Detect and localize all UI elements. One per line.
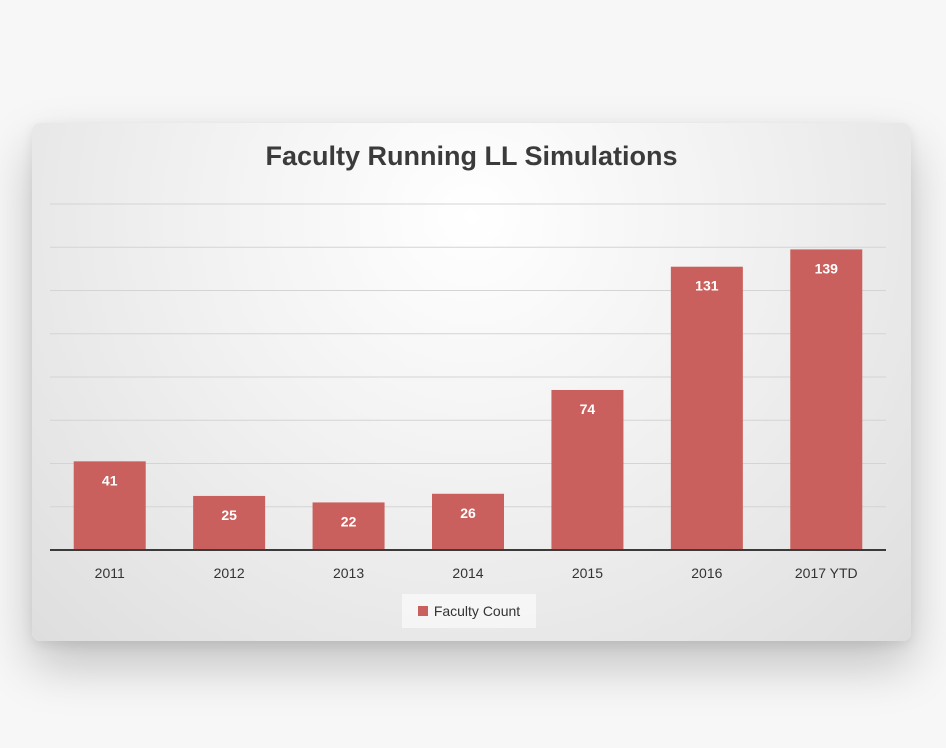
x-tick-label: 2013: [333, 565, 364, 581]
data-label: 41: [102, 472, 118, 488]
x-tick-labels: 2011 2012 2013 2014 2015 2016 2017 YTD: [95, 565, 858, 581]
chart-title: Faculty Running LL Simulations: [265, 141, 678, 171]
bar: [432, 493, 504, 550]
x-tick-label: 2016: [691, 565, 722, 581]
bar: [73, 461, 146, 550]
legend-swatch: [417, 606, 428, 616]
data-label: 25: [221, 507, 237, 523]
bar: [670, 266, 743, 550]
bar: [193, 495, 266, 550]
x-tick-label: 2012: [214, 565, 245, 581]
x-tick-label: 2017 YTD: [795, 565, 858, 581]
chart-card: Faculty Running LL Simulations 41 25 22 26 7…: [32, 123, 911, 641]
x-tick-label: 2015: [572, 565, 603, 581]
data-label: 22: [341, 513, 357, 529]
gridlines: [50, 203, 886, 508]
data-label: 26: [460, 505, 476, 521]
data-label: 74: [580, 401, 596, 417]
legend: Faculty Count: [402, 594, 536, 628]
data-label: 139: [815, 260, 839, 276]
data-label: 131: [695, 278, 719, 294]
legend-label: Faculty Count: [433, 603, 521, 619]
x-tick-label: 2014: [452, 565, 483, 581]
bar: [790, 249, 863, 550]
x-tick-label: 2011: [95, 565, 125, 581]
bar: [312, 502, 385, 550]
data-labels: 41 25 22 26 74 131 139: [102, 260, 838, 529]
bars: [73, 249, 863, 550]
chart-container: Faculty Running LL Simulations 41 25 22 26 7…: [32, 123, 911, 641]
bar: [551, 389, 624, 550]
